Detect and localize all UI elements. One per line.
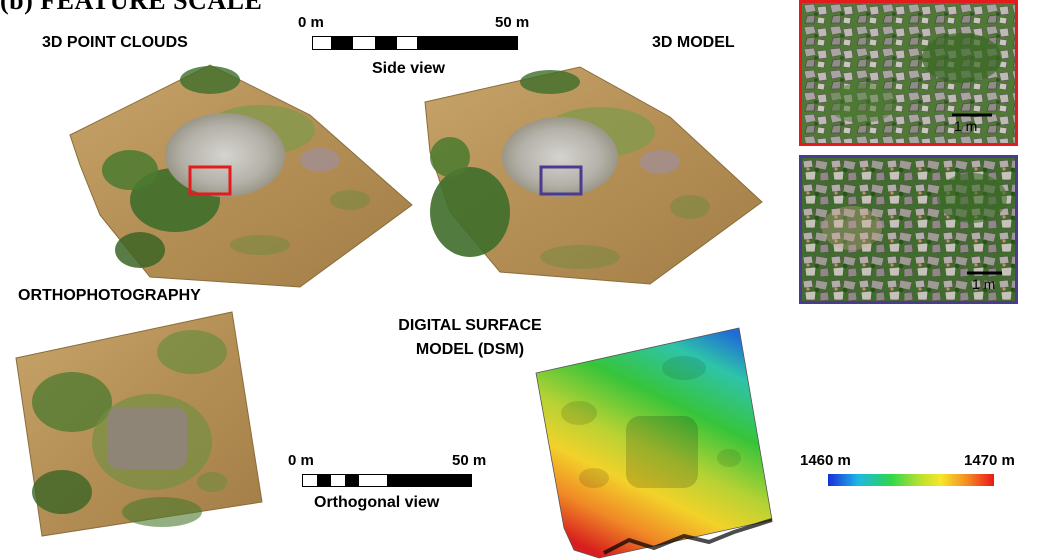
inset-purple-scale-label: 1 m [972, 276, 996, 292]
scale-bar-ortho: 0 m 50 m Orthogonal view [288, 452, 502, 522]
orthophoto-image [15, 311, 263, 537]
panel-title: (b) FEATURE SCALE [0, 0, 263, 15]
legend-color-bar [828, 474, 994, 486]
model-3d-purple-box [539, 165, 583, 196]
scale-side-caption: Side view [372, 60, 445, 77]
legend-max-label: 1470 m [964, 452, 1015, 469]
legend-min-label: 1460 m [800, 452, 851, 469]
scale-side-start: 0 m [298, 14, 324, 31]
scale-bar-side: 0 m 50 m Side view [298, 14, 529, 84]
elevation-legend: 1460 m 1470 m [800, 452, 1030, 492]
label-dsm-line1: DIGITAL SURFACE [398, 317, 542, 334]
point-cloud-terrain [69, 64, 413, 288]
label-orthophotography: ORTHOPHOTOGRAPHY [18, 287, 201, 304]
scale-ortho-bar [302, 474, 472, 487]
label-dsm-line2: MODEL (DSM) [415, 341, 525, 358]
inset-red-closeup: 1 m [799, 0, 1018, 146]
inset-red-scale-label: 1 m [954, 118, 978, 134]
model-3d-terrain [424, 66, 763, 285]
inset-purple-closeup: 1 m [799, 155, 1018, 304]
scale-side-bar [312, 36, 518, 50]
dsm-image [535, 327, 773, 559]
scale-side-end: 50 m [495, 14, 530, 31]
scale-ortho-caption: Orthogonal view [314, 494, 440, 511]
point-cloud-red-box [188, 165, 232, 196]
scale-ortho-start: 0 m [288, 452, 314, 469]
scale-ortho-end: 50 m [452, 452, 487, 469]
label-point-clouds: 3D POINT CLOUDS [42, 34, 188, 51]
label-3d-model: 3D MODEL [652, 34, 735, 51]
